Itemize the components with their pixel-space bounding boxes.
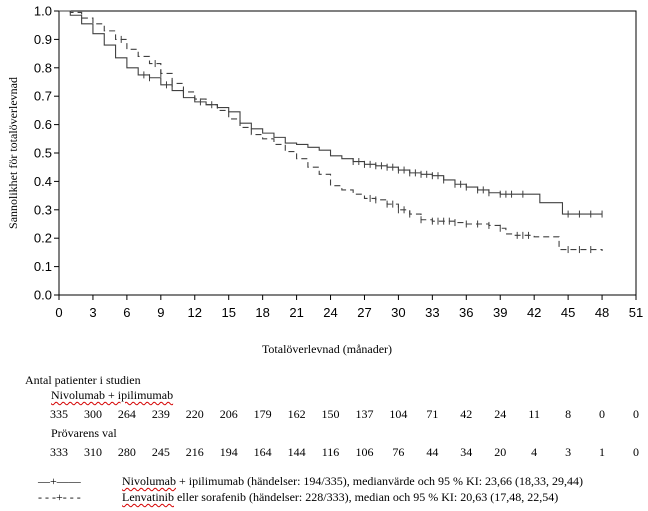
legend-prefix-lenvatinib: Lenvatinib bbox=[122, 490, 174, 504]
y-tick-label-9: 0.9 bbox=[34, 32, 52, 47]
risk-count: 216 bbox=[185, 445, 204, 459]
risk-count: 150 bbox=[321, 407, 340, 421]
risk-count: 264 bbox=[117, 407, 136, 421]
y-tick-label-10: 1.0 bbox=[34, 4, 52, 19]
y-tick-label-2: 0.2 bbox=[34, 231, 52, 246]
risk-count: 179 bbox=[253, 407, 272, 421]
risk-count: 137 bbox=[355, 407, 374, 421]
risk-count: 8 bbox=[565, 407, 572, 421]
y-axis-label: Sannolikhet för totalöverlevnad bbox=[6, 77, 20, 229]
risk-group-label-2: Prövarens val bbox=[51, 426, 117, 440]
risk-count: 300 bbox=[83, 407, 102, 421]
x-tick-label-10: 30 bbox=[391, 305, 405, 320]
risk-count: 245 bbox=[151, 445, 170, 459]
risk-count: 162 bbox=[287, 407, 306, 421]
curve-nivolumab bbox=[59, 10, 603, 215]
x-tick-label-16: 48 bbox=[595, 305, 609, 320]
y-tick-label-5: 0.5 bbox=[34, 146, 52, 161]
risk-count: 333 bbox=[50, 445, 68, 459]
risk-count: 44 bbox=[426, 445, 439, 459]
y-tick-label-7: 0.7 bbox=[34, 89, 52, 104]
x-tick-label-17: 51 bbox=[629, 305, 643, 320]
x-axis-label: Totalöverlevnad (månader) bbox=[262, 342, 392, 356]
risk-count: 164 bbox=[253, 445, 272, 459]
risk-count: 3 bbox=[565, 445, 572, 459]
x-tick-label-0: 0 bbox=[55, 305, 62, 320]
risk-count: 104 bbox=[389, 407, 408, 421]
y-tick-label-3: 0.3 bbox=[34, 202, 52, 217]
legend-text-lenvatinib: Lenvatinib eller sorafenib (händelser: 2… bbox=[122, 490, 558, 505]
x-tick-label-2: 6 bbox=[123, 305, 130, 320]
x-tick-label-6: 18 bbox=[255, 305, 269, 320]
x-tick-label-11: 33 bbox=[425, 305, 439, 320]
legend-rest-nivolumab: + ipilimumab (händelser: 194/335), media… bbox=[176, 474, 584, 488]
legend-prefix-nivolumab: Nivolumab bbox=[122, 474, 176, 488]
risk-count: 220 bbox=[185, 407, 204, 421]
x-tick-label-3: 9 bbox=[157, 305, 164, 320]
legend-text-nivolumab: Nivolumab + ipilimumab (händelser: 194/3… bbox=[122, 474, 583, 489]
risk-count: 144 bbox=[287, 445, 306, 459]
risk-count: 42 bbox=[460, 407, 473, 421]
x-tick-label-8: 24 bbox=[323, 305, 337, 320]
risk-group-label-1: Nivolumab + ipilimumab bbox=[51, 388, 174, 402]
risk-count: 0 bbox=[633, 445, 639, 459]
risk-count: 1 bbox=[599, 445, 606, 459]
y-tick-label-4: 0.4 bbox=[34, 174, 52, 189]
risk-count: 239 bbox=[151, 407, 170, 421]
risk-count: 206 bbox=[219, 407, 238, 421]
y-axis: 0.0 0.1 0.2 0.3 0.4 0.5 0.6 0.7 0.8 0.9 1.0 bbox=[34, 4, 59, 303]
x-tick-label-4: 12 bbox=[188, 305, 202, 320]
x-tick-label-9: 27 bbox=[357, 305, 371, 320]
survival-curves bbox=[59, 10, 603, 254]
x-axis: 0 3 6 9 12 15 18 21 24 27 30 33 36 39 42 45 48 51 bbox=[55, 295, 643, 320]
y-tick-label-8: 0.8 bbox=[34, 60, 52, 75]
x-tick-label-15: 45 bbox=[561, 305, 575, 320]
risk-count: 335 bbox=[50, 407, 68, 421]
risk-count: 71 bbox=[426, 407, 439, 421]
y-tick-label-0: 0.0 bbox=[34, 288, 52, 303]
y-tick-label-1: 0.1 bbox=[34, 259, 52, 274]
risk-count: 34 bbox=[460, 445, 473, 459]
risk-count: 4 bbox=[531, 445, 538, 459]
x-tick-label-1: 3 bbox=[89, 305, 96, 320]
x-tick-label-12: 36 bbox=[459, 305, 473, 320]
risk-count: 11 bbox=[528, 407, 540, 421]
legend-solid-line-icon: —+—— bbox=[38, 474, 81, 488]
curve-lenvatinib bbox=[59, 10, 603, 251]
risk-count: 116 bbox=[321, 445, 340, 459]
x-tick-label-13: 39 bbox=[493, 305, 507, 320]
risk-count: 106 bbox=[355, 445, 374, 459]
risk-count: 0 bbox=[599, 407, 606, 421]
risk-count: 310 bbox=[83, 445, 102, 459]
risk-count: 0 bbox=[633, 407, 639, 421]
risk-count: 24 bbox=[494, 407, 507, 421]
legend-rest-lenvatinib: eller sorafenib (händelser: 228/333), me… bbox=[173, 490, 559, 504]
x-tick-label-7: 21 bbox=[289, 305, 303, 320]
risk-count: 76 bbox=[392, 445, 405, 459]
x-tick-label-5: 15 bbox=[221, 305, 235, 320]
risk-count: 20 bbox=[494, 445, 507, 459]
x-tick-label-14: 42 bbox=[527, 305, 541, 320]
y-tick-label-6: 0.6 bbox=[34, 117, 52, 132]
legend-dashed-line-icon: - - -+- - - bbox=[38, 490, 81, 504]
km-chart: 0.00.10.20.30.40.50.60.70.80.91.0 0 3 6 9 12… bbox=[6, 4, 643, 357]
risk-count: 280 bbox=[117, 445, 136, 459]
risk-count: 194 bbox=[219, 445, 238, 459]
risk-table-title: Antal patienter i studien bbox=[25, 373, 141, 387]
